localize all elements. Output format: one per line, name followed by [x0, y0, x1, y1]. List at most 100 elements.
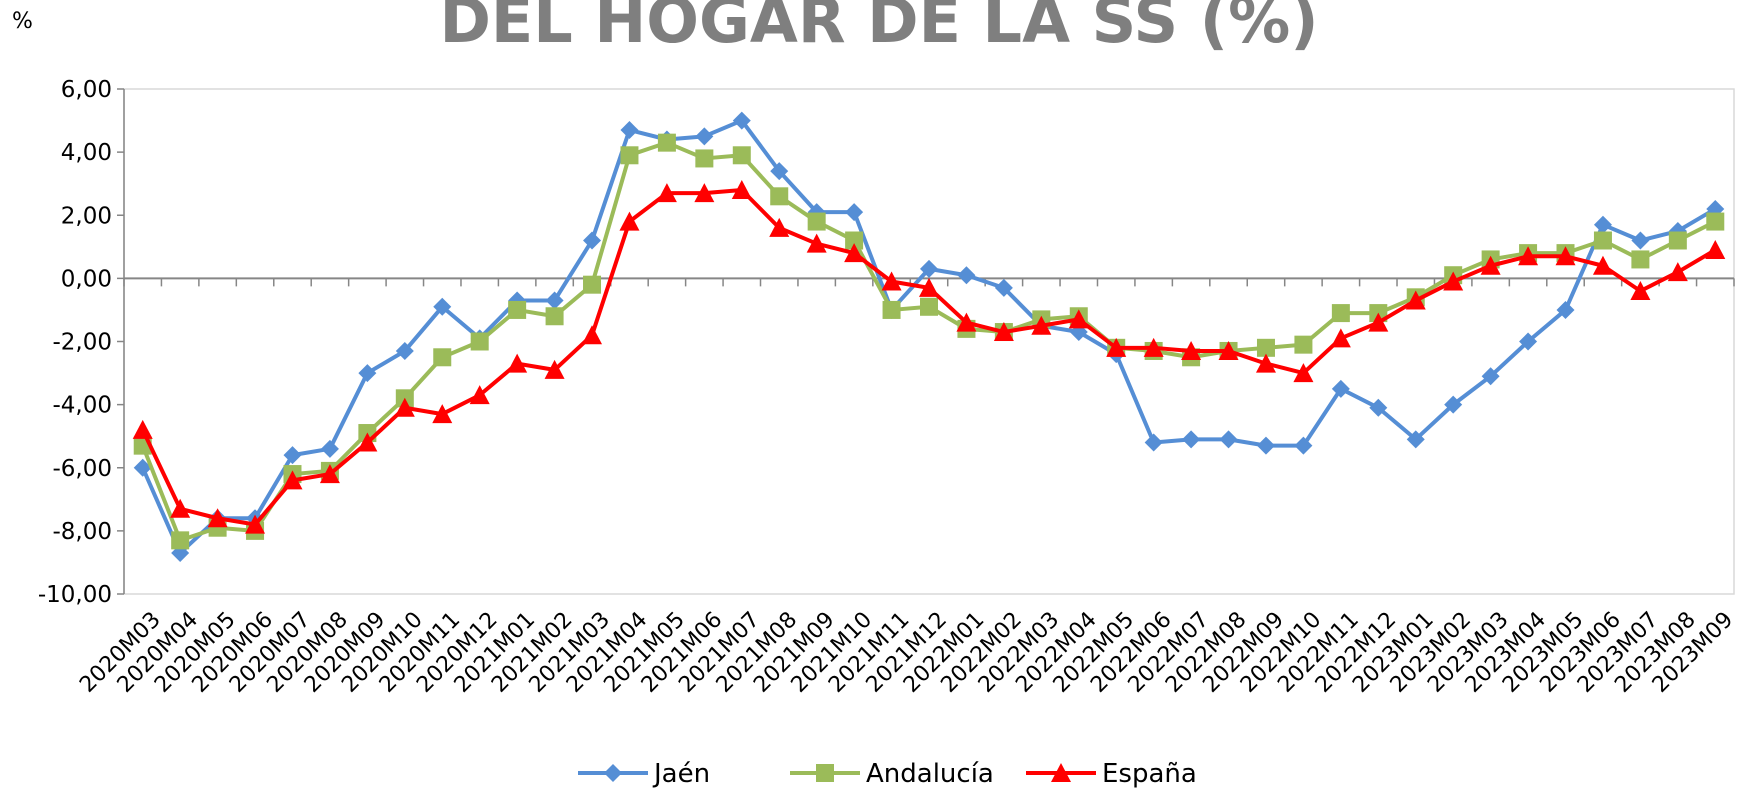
marker [470, 332, 489, 351]
marker [1294, 335, 1313, 354]
series-line [140, 140, 1717, 543]
marker [432, 404, 453, 424]
marker [1051, 763, 1071, 782]
y-tick-label: 0,00 [61, 266, 112, 292]
marker [1181, 340, 1202, 360]
marker [956, 312, 977, 332]
marker [1706, 212, 1725, 231]
marker [919, 277, 939, 297]
legend-item: Jaén [578, 759, 710, 789]
y-tick-label: -4,00 [52, 393, 112, 419]
marker [1593, 231, 1612, 250]
series-line [140, 118, 1717, 555]
marker [1255, 353, 1276, 373]
marker [583, 275, 602, 294]
marker [357, 432, 378, 452]
marker [1556, 300, 1575, 319]
marker [245, 514, 266, 534]
marker [732, 146, 751, 165]
marker [620, 121, 639, 140]
marker [132, 419, 153, 439]
marker [1331, 304, 1350, 323]
y-tick-label: -2,00 [52, 330, 112, 356]
marker [604, 764, 622, 782]
marker [1405, 290, 1426, 310]
y-tick-label: 2,00 [61, 203, 112, 229]
marker [1330, 328, 1351, 348]
marker [1218, 340, 1239, 360]
marker [1631, 250, 1650, 269]
marker [207, 508, 228, 528]
marker [957, 266, 976, 285]
marker [1293, 363, 1314, 383]
marker [993, 322, 1014, 342]
marker [994, 278, 1013, 297]
legend-item: Andalucía [790, 759, 994, 789]
marker [1368, 312, 1389, 332]
marker [283, 446, 302, 465]
marker [769, 217, 790, 237]
legend-label: Andalucía [866, 759, 994, 789]
y-tick-label: -8,00 [52, 519, 112, 545]
marker [1106, 337, 1127, 357]
marker [1406, 430, 1425, 449]
marker [1256, 338, 1275, 357]
marker [469, 385, 490, 405]
legend-item: España [1026, 759, 1197, 789]
marker [694, 183, 715, 203]
marker [358, 364, 377, 383]
marker [806, 233, 827, 253]
marker [1443, 271, 1464, 291]
marker [170, 498, 191, 518]
marker [1068, 309, 1089, 329]
legend-label: Jaén [652, 759, 710, 789]
marker [1631, 231, 1650, 250]
marker [582, 325, 603, 345]
marker [1519, 332, 1538, 351]
marker [845, 231, 864, 250]
marker [545, 307, 564, 326]
marker [920, 297, 938, 316]
marker [695, 127, 714, 146]
marker [171, 531, 190, 550]
plot-area [123, 88, 1735, 595]
marker [545, 291, 564, 310]
marker [732, 111, 751, 130]
marker [731, 180, 752, 199]
marker [583, 231, 602, 250]
marker [881, 271, 902, 291]
marker [1480, 255, 1501, 275]
marker [544, 359, 565, 379]
marker [920, 259, 938, 278]
y-tick-label: 6,00 [61, 77, 112, 103]
marker [1444, 395, 1463, 414]
marker [1256, 436, 1275, 455]
marker [1182, 430, 1201, 449]
marker [882, 300, 901, 319]
marker [695, 149, 714, 168]
marker [1705, 239, 1726, 259]
marker [844, 243, 865, 263]
marker [770, 162, 789, 181]
marker [1667, 262, 1688, 282]
marker [816, 764, 834, 782]
marker [1294, 436, 1313, 455]
marker [433, 297, 452, 316]
marker [319, 464, 340, 484]
chart-title: DEL HOGAR DE LA SS (%) [439, 0, 1318, 57]
marker [1668, 231, 1687, 250]
marker [1555, 246, 1576, 266]
marker [1369, 398, 1388, 417]
y-tick-label: -6,00 [52, 456, 112, 482]
marker [282, 470, 303, 490]
marker [657, 133, 676, 152]
marker [1144, 433, 1163, 452]
legend-label: España [1102, 759, 1197, 789]
marker [770, 187, 789, 206]
marker [1592, 255, 1613, 275]
marker [619, 211, 640, 231]
marker [845, 203, 864, 222]
y-tick-label: 4,00 [61, 140, 112, 166]
series-line [140, 188, 1717, 527]
